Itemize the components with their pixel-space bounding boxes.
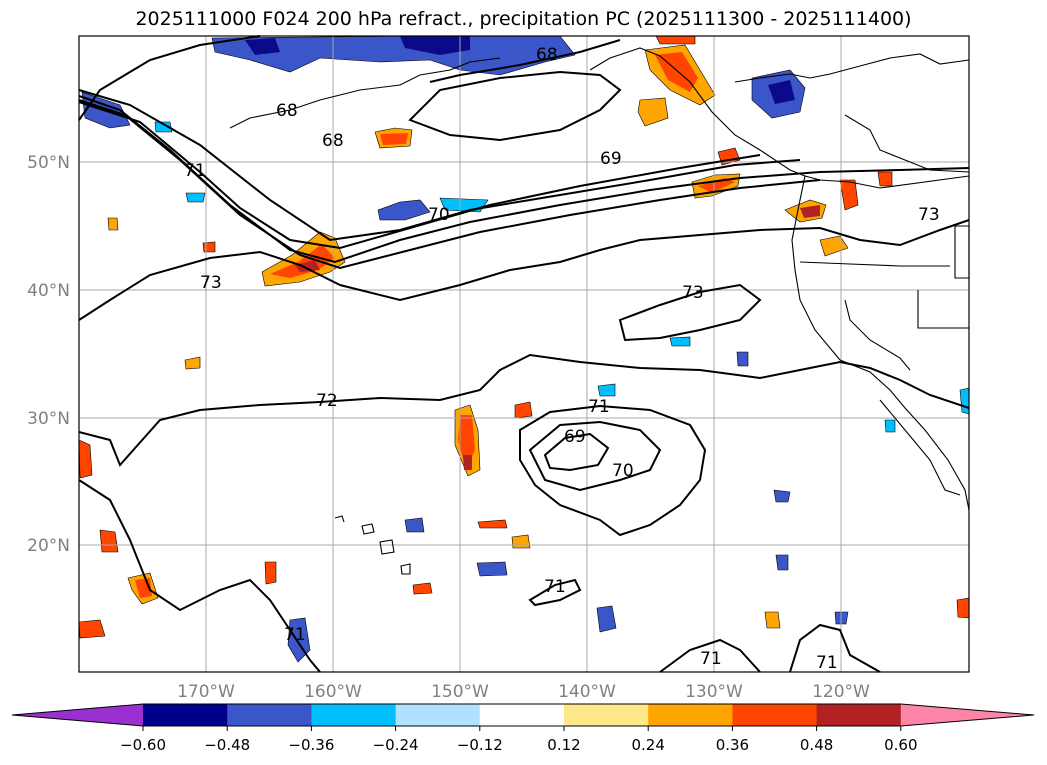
contour-label: 71 [184, 161, 206, 181]
lat-label: 50°N [27, 153, 70, 173]
colorbar-tick-label: −0.12 [457, 736, 503, 754]
precip-blob [775, 554, 789, 571]
precip-blob [597, 383, 616, 397]
colorbar-tick-label: 0.12 [547, 736, 580, 754]
precip-blob [884, 419, 896, 433]
precip-blob [514, 401, 533, 419]
precip-blob [380, 133, 408, 145]
contour-label: 69 [600, 149, 622, 169]
precip-blob [107, 217, 119, 231]
latitude-axis: 50°N 40°N 30°N 20°N [27, 153, 70, 556]
precip-blob [211, 35, 576, 76]
precip-blob [773, 489, 791, 503]
map-gridlines [79, 36, 969, 672]
colorbar-extend-low [12, 704, 143, 726]
contour-label-group: 68 68 68 69 70 71 72 73 73 73 71 69 70 7… [184, 45, 940, 673]
precip-blob [511, 534, 531, 549]
precip-blob [956, 597, 970, 619]
precip-blob [78, 439, 93, 479]
contour-label: 71 [700, 649, 722, 669]
precip-blob [736, 351, 749, 367]
refractivity-contours [78, 35, 970, 673]
colorbar: −0.60 −0.48 −0.36 −0.24 −0.12 0.12 0.24 0.36 0.4… [11, 703, 1035, 754]
precip-blob [99, 529, 119, 553]
contour-label: 73 [200, 273, 222, 293]
contour-label: 71 [816, 653, 838, 673]
lon-label: 150°W [431, 682, 489, 702]
precip-blob [476, 561, 508, 577]
colorbar-tick-label: 0.36 [716, 736, 749, 754]
colorbar-tick-label: −0.48 [204, 736, 250, 754]
precip-blob [245, 38, 280, 55]
colorbar-tick-label: −0.60 [120, 736, 166, 754]
lat-label: 20°N [27, 536, 70, 556]
precip-blob [655, 52, 698, 92]
colorbar-swatch [395, 704, 481, 726]
precip-blob [637, 97, 669, 127]
precip-blob [412, 582, 433, 595]
lat-label: 40°N [27, 281, 70, 301]
contour-label: 71 [544, 577, 566, 597]
lon-label: 140°W [558, 682, 616, 702]
contour-label: 68 [322, 131, 344, 151]
colorbar-tick-label: −0.24 [373, 736, 419, 754]
colorbar-swatch [311, 704, 397, 726]
colorbar-swatch [479, 704, 565, 726]
lon-label: 160°W [304, 682, 362, 702]
precip-blob [202, 241, 216, 253]
contour-label: 70 [428, 205, 450, 225]
map-border [78, 35, 970, 673]
map-frame [79, 36, 969, 672]
precip-blob [655, 35, 696, 45]
contour-label: 71 [284, 625, 306, 645]
precip-blob [264, 561, 277, 585]
colorbar-tick-label: 0.24 [631, 736, 664, 754]
precip-blob [596, 605, 617, 633]
precip-blob [764, 611, 781, 629]
precip-blob [400, 36, 470, 55]
colorbar-tick-label: −0.36 [288, 736, 334, 754]
precip-blob [768, 80, 795, 104]
colorbar-swatch [227, 704, 312, 726]
precip-blob [877, 171, 893, 187]
precip-blob [184, 356, 201, 370]
colorbar-swatch [564, 704, 649, 726]
precip-blob [698, 178, 735, 193]
colorbar-swatch [143, 704, 228, 726]
coastlines [229, 47, 970, 575]
lon-label: 120°W [812, 682, 870, 702]
map-title: 2025111000 F024 200 hPa refract., precip… [135, 8, 912, 30]
longitude-axis: 170°W 160°W 150°W 140°W 130°W 120°W [177, 682, 870, 702]
colorbar-swatch [816, 704, 902, 726]
precip-blob [185, 192, 206, 203]
colorbar-extend-high [900, 704, 1034, 726]
colorbar-swatch [732, 704, 818, 726]
contour-label: 69 [564, 427, 586, 447]
contour-label: 73 [682, 283, 704, 303]
precip-blob [669, 336, 691, 347]
precip-blob [270, 244, 335, 278]
precip-blob [154, 121, 173, 133]
precip-blob [295, 260, 320, 272]
colorbar-tick-label: 0.60 [884, 736, 917, 754]
precip-blob [839, 179, 859, 211]
lat-label: 30°N [27, 409, 70, 429]
precip-blob [404, 517, 425, 533]
contour-label: 73 [918, 205, 940, 225]
precip-blob [800, 205, 820, 218]
lon-label: 170°W [177, 682, 235, 702]
colorbar-swatch [648, 704, 733, 726]
contour-label: 71 [588, 397, 610, 417]
contour-label: 72 [316, 391, 338, 411]
contour-label: 68 [276, 101, 298, 121]
contour-label: 70 [612, 461, 634, 481]
lon-label: 130°W [685, 682, 743, 702]
colorbar-tick-label: 0.48 [800, 736, 833, 754]
precip-blob [477, 519, 508, 529]
precip-blob [463, 455, 472, 470]
precip-blob [377, 199, 431, 221]
contour-label: 68 [536, 45, 558, 65]
precip-blob [78, 619, 106, 639]
